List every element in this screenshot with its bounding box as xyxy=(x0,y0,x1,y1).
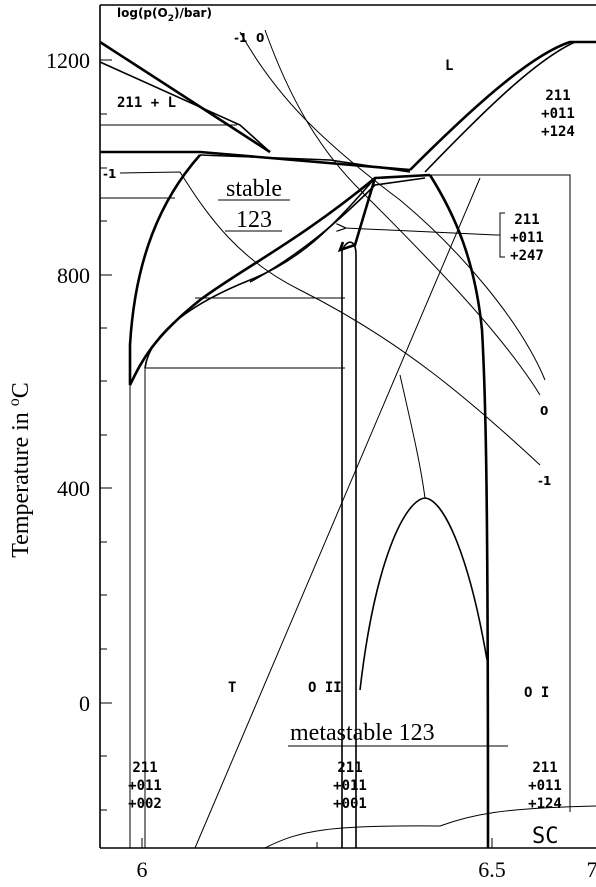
y-tick-label: 0 xyxy=(79,691,90,716)
y-axis-title: Temperature in oC xyxy=(6,382,34,558)
region-label: 211 +011 +124 xyxy=(541,88,575,140)
isobars xyxy=(119,29,546,466)
region-label: stable 123 xyxy=(226,176,282,233)
frame xyxy=(99,4,596,849)
region-label: O I xyxy=(524,685,549,701)
x-tick-label: 6 xyxy=(137,857,148,882)
y-tick-label: 1200 xyxy=(46,48,90,73)
region-label: 211 +011 +002 xyxy=(128,760,162,812)
isobar-label: 0 xyxy=(256,31,264,45)
y-tick-label: 800 xyxy=(57,263,90,288)
x-tick-label: 6.5 xyxy=(478,857,506,882)
region-label: O II xyxy=(308,680,342,696)
region-label: 211 +011 +124 xyxy=(528,760,562,812)
region-label: metastable 123 xyxy=(290,720,435,746)
isobar-label: 0 xyxy=(540,404,548,418)
region-label: L xyxy=(445,58,453,74)
isobar-label: -1 xyxy=(234,31,247,45)
arrow xyxy=(345,212,505,258)
isobar-title: log(p(O2)/bar) xyxy=(117,6,212,24)
isobar-label: -1 xyxy=(538,474,551,488)
phase-lines xyxy=(99,40,596,849)
region-label: SC xyxy=(532,824,559,849)
region-label: 211 + L xyxy=(117,95,176,111)
y-ticks xyxy=(100,59,493,848)
region-label: 211 +011 +247 xyxy=(510,212,544,264)
x-tick-label: 7 xyxy=(587,857,596,882)
region-label: 211 +011 +001 xyxy=(333,760,367,812)
isobar-label: -1 xyxy=(103,167,116,181)
underlines xyxy=(218,199,508,747)
region-label: T xyxy=(228,680,236,696)
y-tick-label: 400 xyxy=(57,476,90,501)
